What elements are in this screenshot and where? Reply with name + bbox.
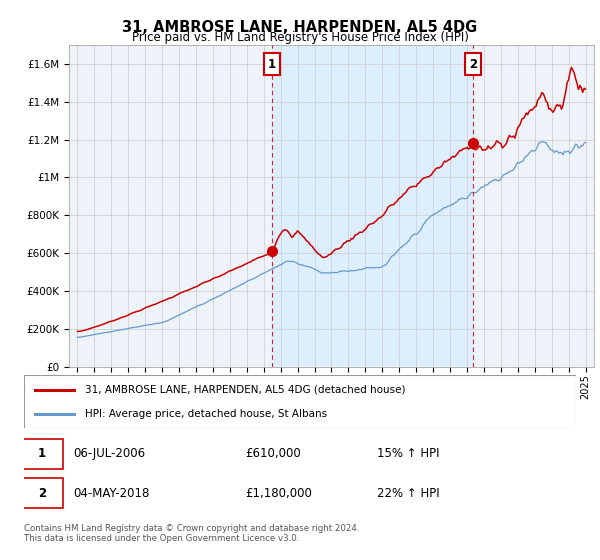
Text: £610,000: £610,000 xyxy=(245,447,301,460)
Text: 31, AMBROSE LANE, HARPENDEN, AL5 4DG: 31, AMBROSE LANE, HARPENDEN, AL5 4DG xyxy=(122,20,478,35)
Text: 04-MAY-2018: 04-MAY-2018 xyxy=(74,487,150,500)
Text: £1,180,000: £1,180,000 xyxy=(245,487,311,500)
Text: Price paid vs. HM Land Registry's House Price Index (HPI): Price paid vs. HM Land Registry's House … xyxy=(131,31,469,44)
FancyBboxPatch shape xyxy=(24,375,576,428)
Text: 22% ↑ HPI: 22% ↑ HPI xyxy=(377,487,440,500)
Text: 2: 2 xyxy=(38,487,46,500)
Text: Contains HM Land Registry data © Crown copyright and database right 2024.
This d: Contains HM Land Registry data © Crown c… xyxy=(24,524,359,543)
Text: 06-JUL-2006: 06-JUL-2006 xyxy=(74,447,146,460)
Text: 1: 1 xyxy=(38,447,46,460)
Text: 1: 1 xyxy=(268,58,276,71)
FancyBboxPatch shape xyxy=(21,478,62,508)
FancyBboxPatch shape xyxy=(21,439,62,469)
Text: HPI: Average price, detached house, St Albans: HPI: Average price, detached house, St A… xyxy=(85,409,327,419)
Text: 2: 2 xyxy=(469,58,477,71)
Text: 31, AMBROSE LANE, HARPENDEN, AL5 4DG (detached house): 31, AMBROSE LANE, HARPENDEN, AL5 4DG (de… xyxy=(85,385,405,395)
Bar xyxy=(272,45,473,367)
Text: 15% ↑ HPI: 15% ↑ HPI xyxy=(377,447,440,460)
